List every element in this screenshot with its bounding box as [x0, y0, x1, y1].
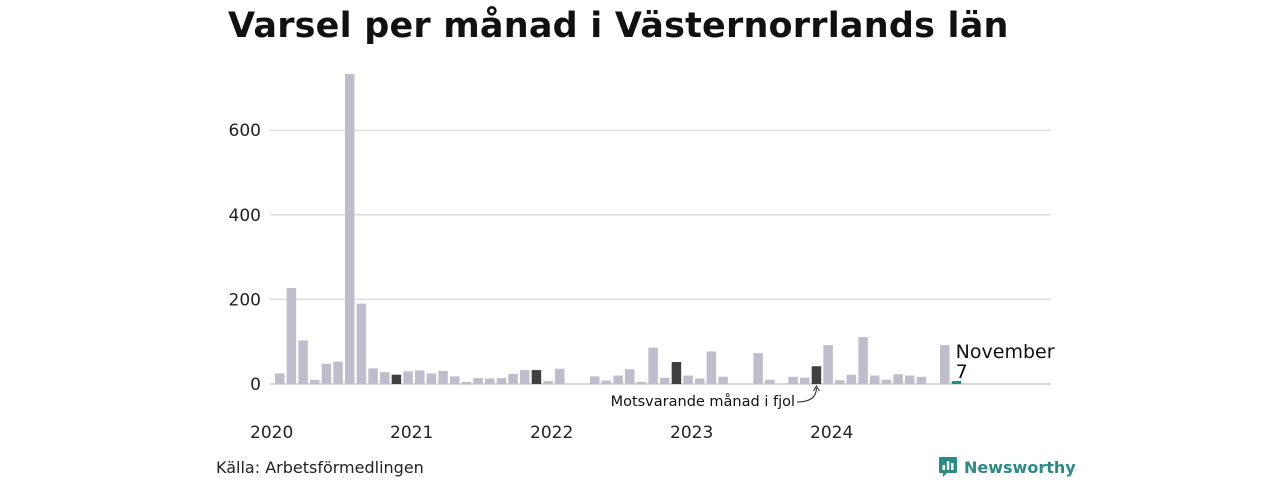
- x-tick-label: 2020: [250, 423, 293, 443]
- bar: [870, 375, 880, 384]
- x-tick-label: 2024: [810, 423, 853, 443]
- bar: [520, 370, 530, 384]
- bar: [636, 381, 647, 385]
- bar: [835, 380, 845, 384]
- bar: [473, 378, 483, 384]
- bar: [461, 381, 472, 385]
- bar: [508, 373, 518, 384]
- bar: [671, 362, 682, 384]
- bar: [438, 370, 448, 384]
- bar: [858, 337, 868, 384]
- bar: [496, 378, 507, 384]
- gridlines: [270, 129, 1051, 385]
- bar: [706, 351, 717, 384]
- bar: [893, 374, 903, 384]
- bar: [555, 368, 565, 384]
- bar: [415, 370, 425, 384]
- brand-logo[interactable]: Newsworthy: [938, 456, 1076, 478]
- bar: [345, 73, 355, 384]
- bar: [718, 376, 728, 384]
- bar: [310, 379, 320, 384]
- bar: [916, 376, 927, 384]
- bar: [683, 375, 693, 384]
- annotation-text: Motsvarande månad i fjol: [611, 393, 795, 410]
- source-note: Källa: Arbetsförmedlingen: [216, 458, 424, 477]
- bar: [695, 378, 705, 384]
- bar: [380, 372, 390, 384]
- bars: [275, 73, 962, 385]
- bar: [368, 368, 378, 384]
- annotation-arrowhead: [813, 385, 820, 392]
- brand-name: Newsworthy: [964, 457, 1076, 477]
- bar: [391, 374, 402, 384]
- bar: [601, 380, 612, 384]
- bar: [590, 376, 600, 384]
- current-value-label: 7: [956, 361, 968, 383]
- bar: [321, 363, 332, 384]
- bar: [356, 303, 367, 384]
- bar-chart-speech-bubble-icon: [939, 457, 957, 477]
- bar: [426, 373, 437, 384]
- bar: [905, 375, 915, 384]
- annotation-arrow: [796, 387, 817, 403]
- bar: [811, 366, 822, 384]
- x-tick-label: 2023: [670, 423, 713, 443]
- bar: [450, 376, 460, 384]
- bar: [648, 347, 658, 384]
- bar: [333, 361, 343, 384]
- x-tick-label: 2022: [530, 423, 573, 443]
- y-tick-label: 200: [229, 290, 261, 310]
- bar: [286, 287, 297, 384]
- bar: [660, 377, 670, 384]
- bar: [403, 371, 413, 384]
- bar: [753, 353, 763, 384]
- bar: [846, 374, 857, 384]
- bar: [543, 381, 553, 384]
- x-tick-label: 2021: [390, 423, 433, 443]
- y-tick-label: 400: [229, 206, 261, 226]
- bar: [625, 369, 635, 384]
- bar: [800, 377, 810, 384]
- axis-labels: 0 200 400 600 2020 2021 2022 2023 2024: [229, 121, 854, 443]
- y-tick-label: 600: [229, 121, 261, 141]
- chart-title: Varsel per månad i Västernorrlands län: [228, 6, 1009, 46]
- bar: [765, 379, 775, 384]
- bar: [531, 370, 542, 384]
- bar: [940, 345, 950, 384]
- bar: [951, 381, 962, 384]
- bar: [881, 379, 892, 384]
- bar: [298, 340, 308, 384]
- bar: [613, 375, 623, 384]
- bar: [275, 373, 285, 384]
- bar: [485, 378, 495, 384]
- bar: [823, 345, 833, 384]
- bar: [788, 376, 798, 384]
- current-month-label: November: [956, 341, 1055, 363]
- y-tick-label: 0: [250, 375, 261, 395]
